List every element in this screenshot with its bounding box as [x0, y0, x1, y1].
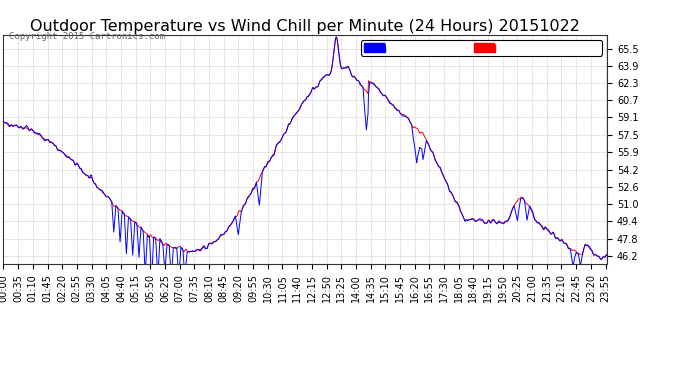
Text: Copyright 2015 Cartronics.com: Copyright 2015 Cartronics.com	[9, 32, 165, 41]
Title: Outdoor Temperature vs Wind Chill per Minute (24 Hours) 20151022: Outdoor Temperature vs Wind Chill per Mi…	[30, 19, 580, 34]
Legend: Wind Chill  (°F), Temperature  (°F): Wind Chill (°F), Temperature (°F)	[361, 40, 602, 56]
